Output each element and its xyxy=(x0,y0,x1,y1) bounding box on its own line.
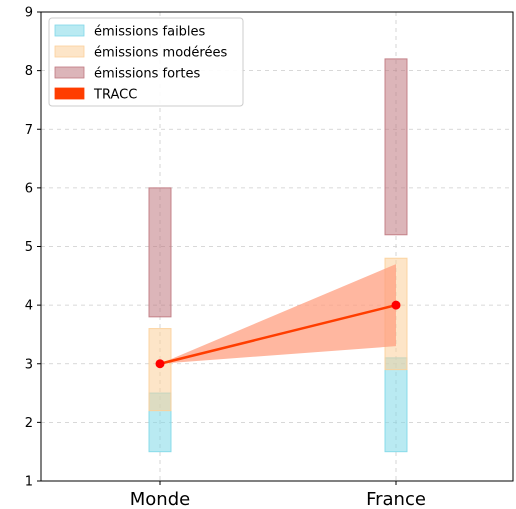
range-bars xyxy=(148,58,408,453)
y-tick-label-0: 1 xyxy=(25,475,33,490)
bar-series-0-france xyxy=(384,357,408,453)
bar-series-1-monde xyxy=(148,328,172,412)
y-tick-label-4: 5 xyxy=(25,240,33,255)
y-axis: 1 2 3 4 5 6 7 8 9 xyxy=(25,6,41,490)
tracc-point-france xyxy=(391,300,401,310)
y-tick-label-6: 7 xyxy=(25,123,33,138)
y-tick-label-5: 6 xyxy=(25,181,33,196)
tracc-line xyxy=(159,303,397,365)
bar-series-2-france xyxy=(384,58,408,236)
legend-swatch-0 xyxy=(54,24,85,37)
legend-swatch-2 xyxy=(54,66,85,79)
legend-label-2: émissions fortes xyxy=(94,67,200,82)
legend-label-3: TRACC xyxy=(93,88,137,103)
y-tick-label-7: 8 xyxy=(25,64,33,79)
y-tick-label-8: 9 xyxy=(25,6,33,21)
legend-swatch-3 xyxy=(54,87,85,100)
x-tick-label-france: France xyxy=(366,489,426,509)
tracc-band xyxy=(160,264,396,364)
legend: émissions faibles émissions modérées émiss… xyxy=(48,17,244,107)
legend-swatch-1 xyxy=(54,45,85,58)
x-axis: Monde France xyxy=(130,481,426,509)
y-tick-label-1: 2 xyxy=(25,416,33,431)
legend-label-0: émissions faibles xyxy=(94,25,206,40)
tracc-series xyxy=(155,264,401,369)
x-tick-label-monde: Monde xyxy=(130,489,190,509)
tracc-point-monde xyxy=(155,359,165,369)
y-tick-label-3: 4 xyxy=(25,299,33,314)
bar-series-2-monde xyxy=(148,187,172,318)
y-tick-label-2: 3 xyxy=(25,357,33,372)
legend-label-1: émissions modérées xyxy=(94,46,227,61)
legend-box xyxy=(48,17,244,107)
